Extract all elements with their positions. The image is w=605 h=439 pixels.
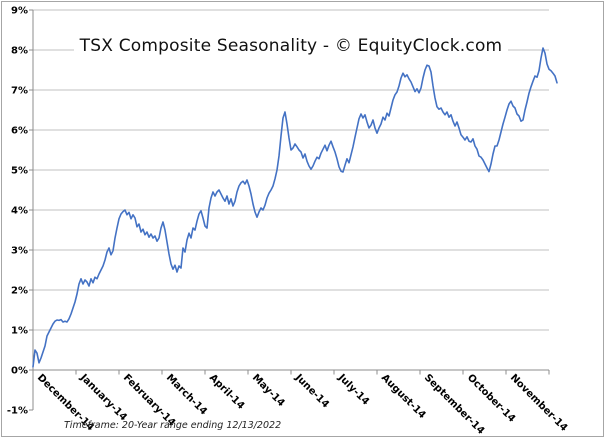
x-tick-label: June-14 — [292, 372, 331, 411]
timeframe-footnote: Timeframe: 20-Year range ending 12/13/20… — [64, 420, 282, 431]
x-tick-label: April-14 — [207, 372, 246, 411]
x-tick-label: November-14 — [508, 372, 569, 433]
x-tick-label: July-14 — [335, 372, 371, 408]
y-tick-label: 1% — [11, 326, 28, 337]
y-tick-label: -1% — [7, 406, 28, 417]
plot-gridlines — [33, 9, 549, 331]
series-line-group — [32, 47, 558, 368]
y-tick-label: 6% — [11, 126, 28, 137]
y-tick-label: 4% — [11, 206, 28, 217]
axes — [29, 9, 550, 411]
x-tick-label: May-14 — [250, 372, 287, 409]
x-tick-label: August-14 — [379, 372, 428, 421]
y-axis-tick-labels: 9% 8% 7% 6% 5% 4% 3% 2% 1% 0% -1% — [7, 6, 28, 417]
y-tick-label: 8% — [11, 46, 28, 57]
y-tick-label: 5% — [11, 166, 28, 177]
y-tick-label: 2% — [11, 286, 28, 297]
y-tick-label: 9% — [11, 6, 28, 17]
seasonality-series-line — [32, 47, 558, 368]
y-tick-label: 7% — [11, 86, 28, 97]
y-tick-label: 3% — [11, 246, 28, 257]
x-tick-label: March-14 — [164, 372, 209, 417]
y-tick-label: 0% — [11, 366, 28, 377]
